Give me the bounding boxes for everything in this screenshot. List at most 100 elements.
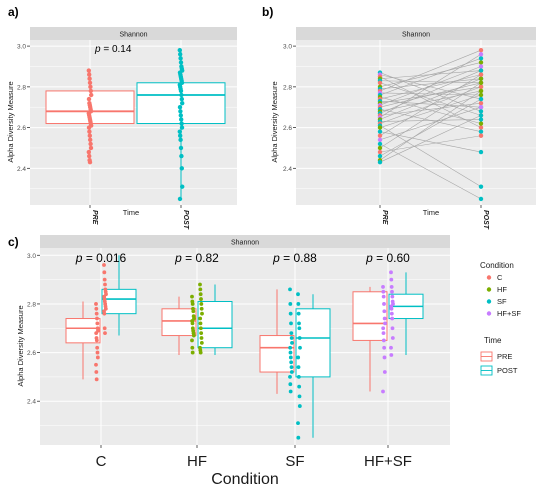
x-tick-label: HF (187, 453, 207, 470)
pre-point (377, 153, 383, 159)
x-tick-label: POST (182, 210, 189, 230)
paired-line (379, 70, 482, 114)
y-tick-label: 2.6 (283, 125, 292, 132)
paired-line (379, 78, 482, 120)
pre-point (289, 331, 294, 336)
pre-point (289, 336, 294, 340)
data-point (87, 133, 93, 138)
data-point (178, 109, 183, 114)
x-tick-label: PRE (381, 210, 388, 225)
x-axis-title: Condition (211, 471, 279, 488)
data-point (178, 52, 183, 57)
post-point (478, 129, 484, 134)
post-point (478, 60, 484, 65)
post-point (478, 113, 484, 118)
panel-c-label: c) (8, 235, 19, 249)
data-point (177, 196, 183, 202)
post-point (102, 311, 107, 316)
post-point (297, 384, 302, 389)
post-point (199, 297, 203, 301)
data-point (88, 141, 93, 147)
strip (296, 27, 536, 40)
x-tick-label: POST (482, 210, 489, 230)
pre-point (94, 362, 98, 367)
post-point (297, 336, 302, 340)
pre-point (190, 302, 195, 306)
y-axis-title: Alpha Diversity Measure (6, 81, 15, 162)
paired-line (379, 54, 482, 118)
post-point (296, 375, 301, 379)
post-point (478, 149, 484, 155)
pre-point (94, 306, 99, 311)
pre-point (377, 145, 383, 151)
data-point (86, 125, 92, 130)
post-point (478, 56, 484, 61)
data-point (179, 153, 184, 159)
post-point (198, 316, 203, 321)
pre-point (377, 149, 383, 155)
paired-line (379, 119, 482, 122)
pre-point (95, 316, 99, 321)
post-point (102, 277, 107, 282)
data-point (178, 60, 184, 65)
data-point (179, 96, 184, 102)
pre-point (381, 338, 386, 343)
pre-point (288, 350, 293, 355)
data-point (89, 92, 94, 98)
post-point (198, 292, 203, 297)
post-point (102, 270, 107, 275)
pre-point (381, 289, 386, 294)
pre-point (377, 125, 383, 130)
legend-label: PRE (497, 352, 512, 361)
pre-point (95, 355, 100, 360)
paired-line (379, 74, 482, 100)
post-point (199, 336, 204, 340)
pre-point (288, 345, 293, 350)
post-point (389, 277, 394, 282)
strip-label: Shannon (119, 32, 147, 39)
post-point (478, 47, 484, 53)
x-axis-title: Time (123, 208, 139, 217)
post-point (390, 326, 395, 331)
pre-point (377, 141, 383, 147)
x-axis-title: Time (423, 208, 439, 217)
y-tick-label: 3.0 (17, 44, 26, 51)
pre-point (191, 309, 196, 314)
p-value-annotation: p = 0.88 (272, 251, 317, 265)
pre-point (377, 129, 383, 134)
post-point (296, 311, 301, 316)
pre-point (382, 345, 387, 350)
legend-key-hf (486, 287, 492, 292)
pre-point (190, 294, 194, 299)
pre-point (381, 389, 385, 394)
legend-key-c (486, 275, 492, 280)
data-point (87, 72, 92, 77)
pre-point (377, 160, 383, 165)
data-point (87, 129, 92, 134)
paired-line (379, 49, 482, 92)
pre-point (288, 389, 293, 394)
post-point (200, 311, 204, 316)
pre-point (377, 133, 383, 138)
pre-point (288, 302, 293, 306)
pre-point (94, 311, 99, 316)
post-point (199, 331, 204, 336)
x-tick-label: PRE (91, 210, 98, 225)
data-point (86, 68, 92, 73)
pre-point (190, 321, 195, 326)
post-point (198, 321, 203, 326)
legend-label: HF+SF (497, 309, 521, 318)
y-tick-label: 2.4 (27, 399, 36, 406)
p-value-annotation: p = 0.60 (365, 251, 410, 265)
strip (30, 27, 237, 40)
data-point (179, 121, 184, 126)
data-point (87, 160, 93, 165)
post-point (199, 306, 204, 311)
post-point (389, 285, 394, 289)
paired-line (379, 90, 482, 112)
paired-line (379, 78, 482, 90)
pre-box (352, 291, 388, 341)
y-tick-label: 2.6 (27, 350, 36, 357)
y-tick-label: 3.0 (27, 253, 36, 260)
